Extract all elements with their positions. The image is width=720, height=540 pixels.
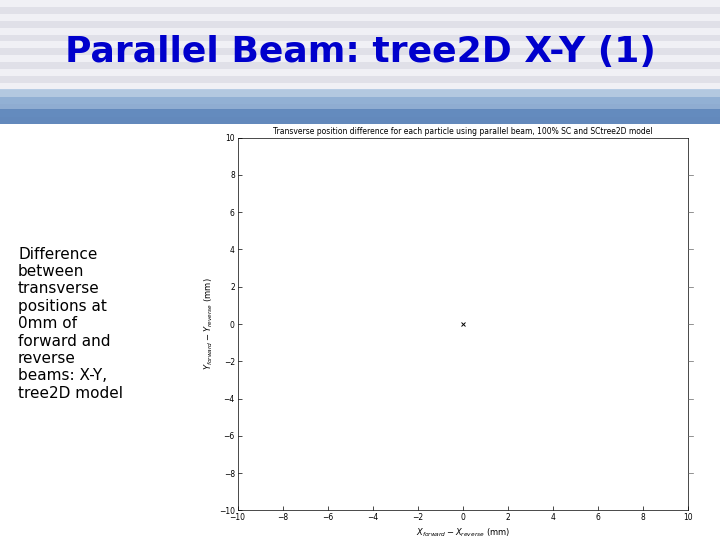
Bar: [0, 42, 720, 48]
Bar: [0, 110, 720, 117]
Text: Parallel Beam: tree2D X-Y (1): Parallel Beam: tree2D X-Y (1): [65, 35, 655, 69]
Bar: [0, 14, 720, 21]
Bar: [0, 104, 720, 110]
X-axis label: $X_{forward} - X_{reverse}$ (mm): $X_{forward} - X_{reverse}$ (mm): [415, 526, 510, 539]
Bar: [0, 109, 720, 124]
Bar: [0, 76, 720, 83]
Bar: [0, 48, 720, 55]
Bar: [0, 7, 720, 14]
Bar: [0, 97, 720, 109]
Bar: [0, 69, 720, 76]
Bar: [0, 117, 720, 124]
Bar: [0, 83, 720, 90]
Bar: [0, 55, 720, 62]
Bar: [0, 35, 720, 42]
Y-axis label: $Y_{forward} - Y_{reverse}$ (mm): $Y_{forward} - Y_{reverse}$ (mm): [202, 278, 215, 370]
Bar: [0, 97, 720, 104]
Title: Transverse position difference for each particle using parallel beam, 100% SC an: Transverse position difference for each …: [273, 126, 652, 136]
Bar: [0, 28, 720, 35]
Bar: [0, 62, 720, 69]
Bar: [0, 0, 720, 7]
Text: Difference
between
transverse
positions at
0mm of
forward and
reverse
beams: X-Y: Difference between transverse positions …: [18, 247, 123, 401]
Bar: [0, 90, 720, 97]
Bar: [0, 21, 720, 28]
Bar: [0, 90, 720, 97]
